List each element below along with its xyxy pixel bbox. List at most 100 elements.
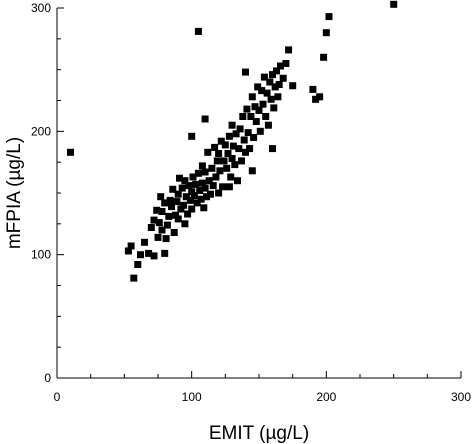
y-tick-label: 100: [31, 248, 51, 262]
data-point: [277, 62, 284, 70]
data-point: [168, 203, 175, 211]
ticks: [56, 7, 462, 379]
data-point: [169, 185, 177, 193]
data-point: [124, 247, 132, 255]
data-point: [137, 251, 144, 259]
data-point: [205, 177, 213, 185]
data-point: [232, 130, 240, 138]
data-point: [172, 211, 179, 219]
data-point: [238, 157, 245, 165]
data-point: [173, 198, 181, 206]
data-point: [188, 188, 196, 196]
x-tick-label: 300: [451, 390, 471, 404]
data-point: [266, 78, 274, 86]
data-point: [130, 274, 138, 282]
data-point: [275, 81, 283, 88]
data-point: [182, 193, 190, 201]
y-axis-title: mFPIA (µg/L): [4, 137, 25, 249]
data-point: [251, 103, 259, 111]
data-point: [177, 205, 185, 213]
data-point: [190, 192, 198, 199]
data-point: [127, 242, 135, 250]
data-point: [186, 196, 194, 204]
data-point: [181, 220, 189, 228]
data-point: [207, 190, 214, 198]
data-point: [215, 150, 223, 157]
data-point: [228, 121, 236, 129]
data-point: [322, 29, 330, 37]
data-point: [194, 169, 202, 177]
data-point: [227, 173, 235, 181]
data-point: [274, 93, 282, 101]
x-tick-label: 100: [182, 390, 202, 404]
data-point: [163, 221, 171, 229]
y-tick-label: 200: [31, 124, 51, 138]
axes: [56, 8, 461, 379]
data-point: [246, 145, 254, 153]
data-point: [157, 193, 165, 201]
data-point: [150, 252, 158, 260]
data-point: [197, 195, 205, 203]
data-point: [145, 249, 153, 257]
data-point: [264, 121, 272, 129]
data-point: [198, 179, 206, 187]
data-point: [220, 157, 228, 165]
data-point: [204, 148, 212, 156]
data-point: [219, 183, 227, 191]
data-point: [155, 219, 163, 227]
data-point: [184, 210, 192, 218]
data-point: [161, 249, 169, 257]
data-point: [236, 125, 244, 133]
data-point: [225, 183, 233, 191]
data-point: [165, 212, 173, 220]
data-point: [248, 167, 256, 175]
data-point: [174, 190, 182, 198]
data-point: [263, 89, 271, 97]
data-point: [279, 74, 287, 82]
data-point: [198, 162, 206, 170]
data-point: [180, 201, 188, 209]
data-point: [242, 148, 249, 156]
data-point: [256, 127, 264, 135]
data-point: [203, 193, 210, 201]
data-point: [244, 129, 252, 137]
data-point: [215, 189, 223, 197]
data-point: [212, 173, 220, 181]
data-point: [208, 164, 216, 172]
data-point: [181, 177, 189, 185]
data-point: [201, 168, 209, 176]
data-point: [201, 184, 209, 192]
data-point: [200, 204, 208, 212]
data-point: [147, 224, 155, 231]
data-point: [250, 134, 258, 141]
data-point: [209, 182, 217, 190]
data-point: [262, 113, 270, 120]
data-point: [134, 261, 142, 268]
data-point: [178, 184, 186, 192]
data-point: [270, 104, 278, 112]
data-point: [170, 229, 178, 236]
data-point: [242, 68, 249, 76]
data-point: [267, 95, 275, 103]
x-tick-label: 0: [54, 390, 61, 404]
data-point: [188, 205, 196, 213]
data-point: [320, 53, 328, 61]
data-point: [201, 115, 209, 123]
data-point: [174, 215, 182, 223]
data-point: [153, 206, 161, 214]
data-point: [248, 93, 256, 101]
data-point: [269, 145, 276, 153]
data-point: [309, 85, 317, 93]
data-point: [196, 187, 204, 194]
data-point: [224, 150, 232, 157]
data-point: [216, 167, 224, 175]
data-point: [221, 141, 229, 149]
data-point: [176, 174, 183, 182]
data-point: [154, 233, 162, 241]
data-point: [225, 132, 233, 140]
data-point: [312, 95, 320, 103]
data-point: [269, 71, 276, 79]
data-point: [223, 164, 231, 172]
data-point: [193, 199, 201, 207]
